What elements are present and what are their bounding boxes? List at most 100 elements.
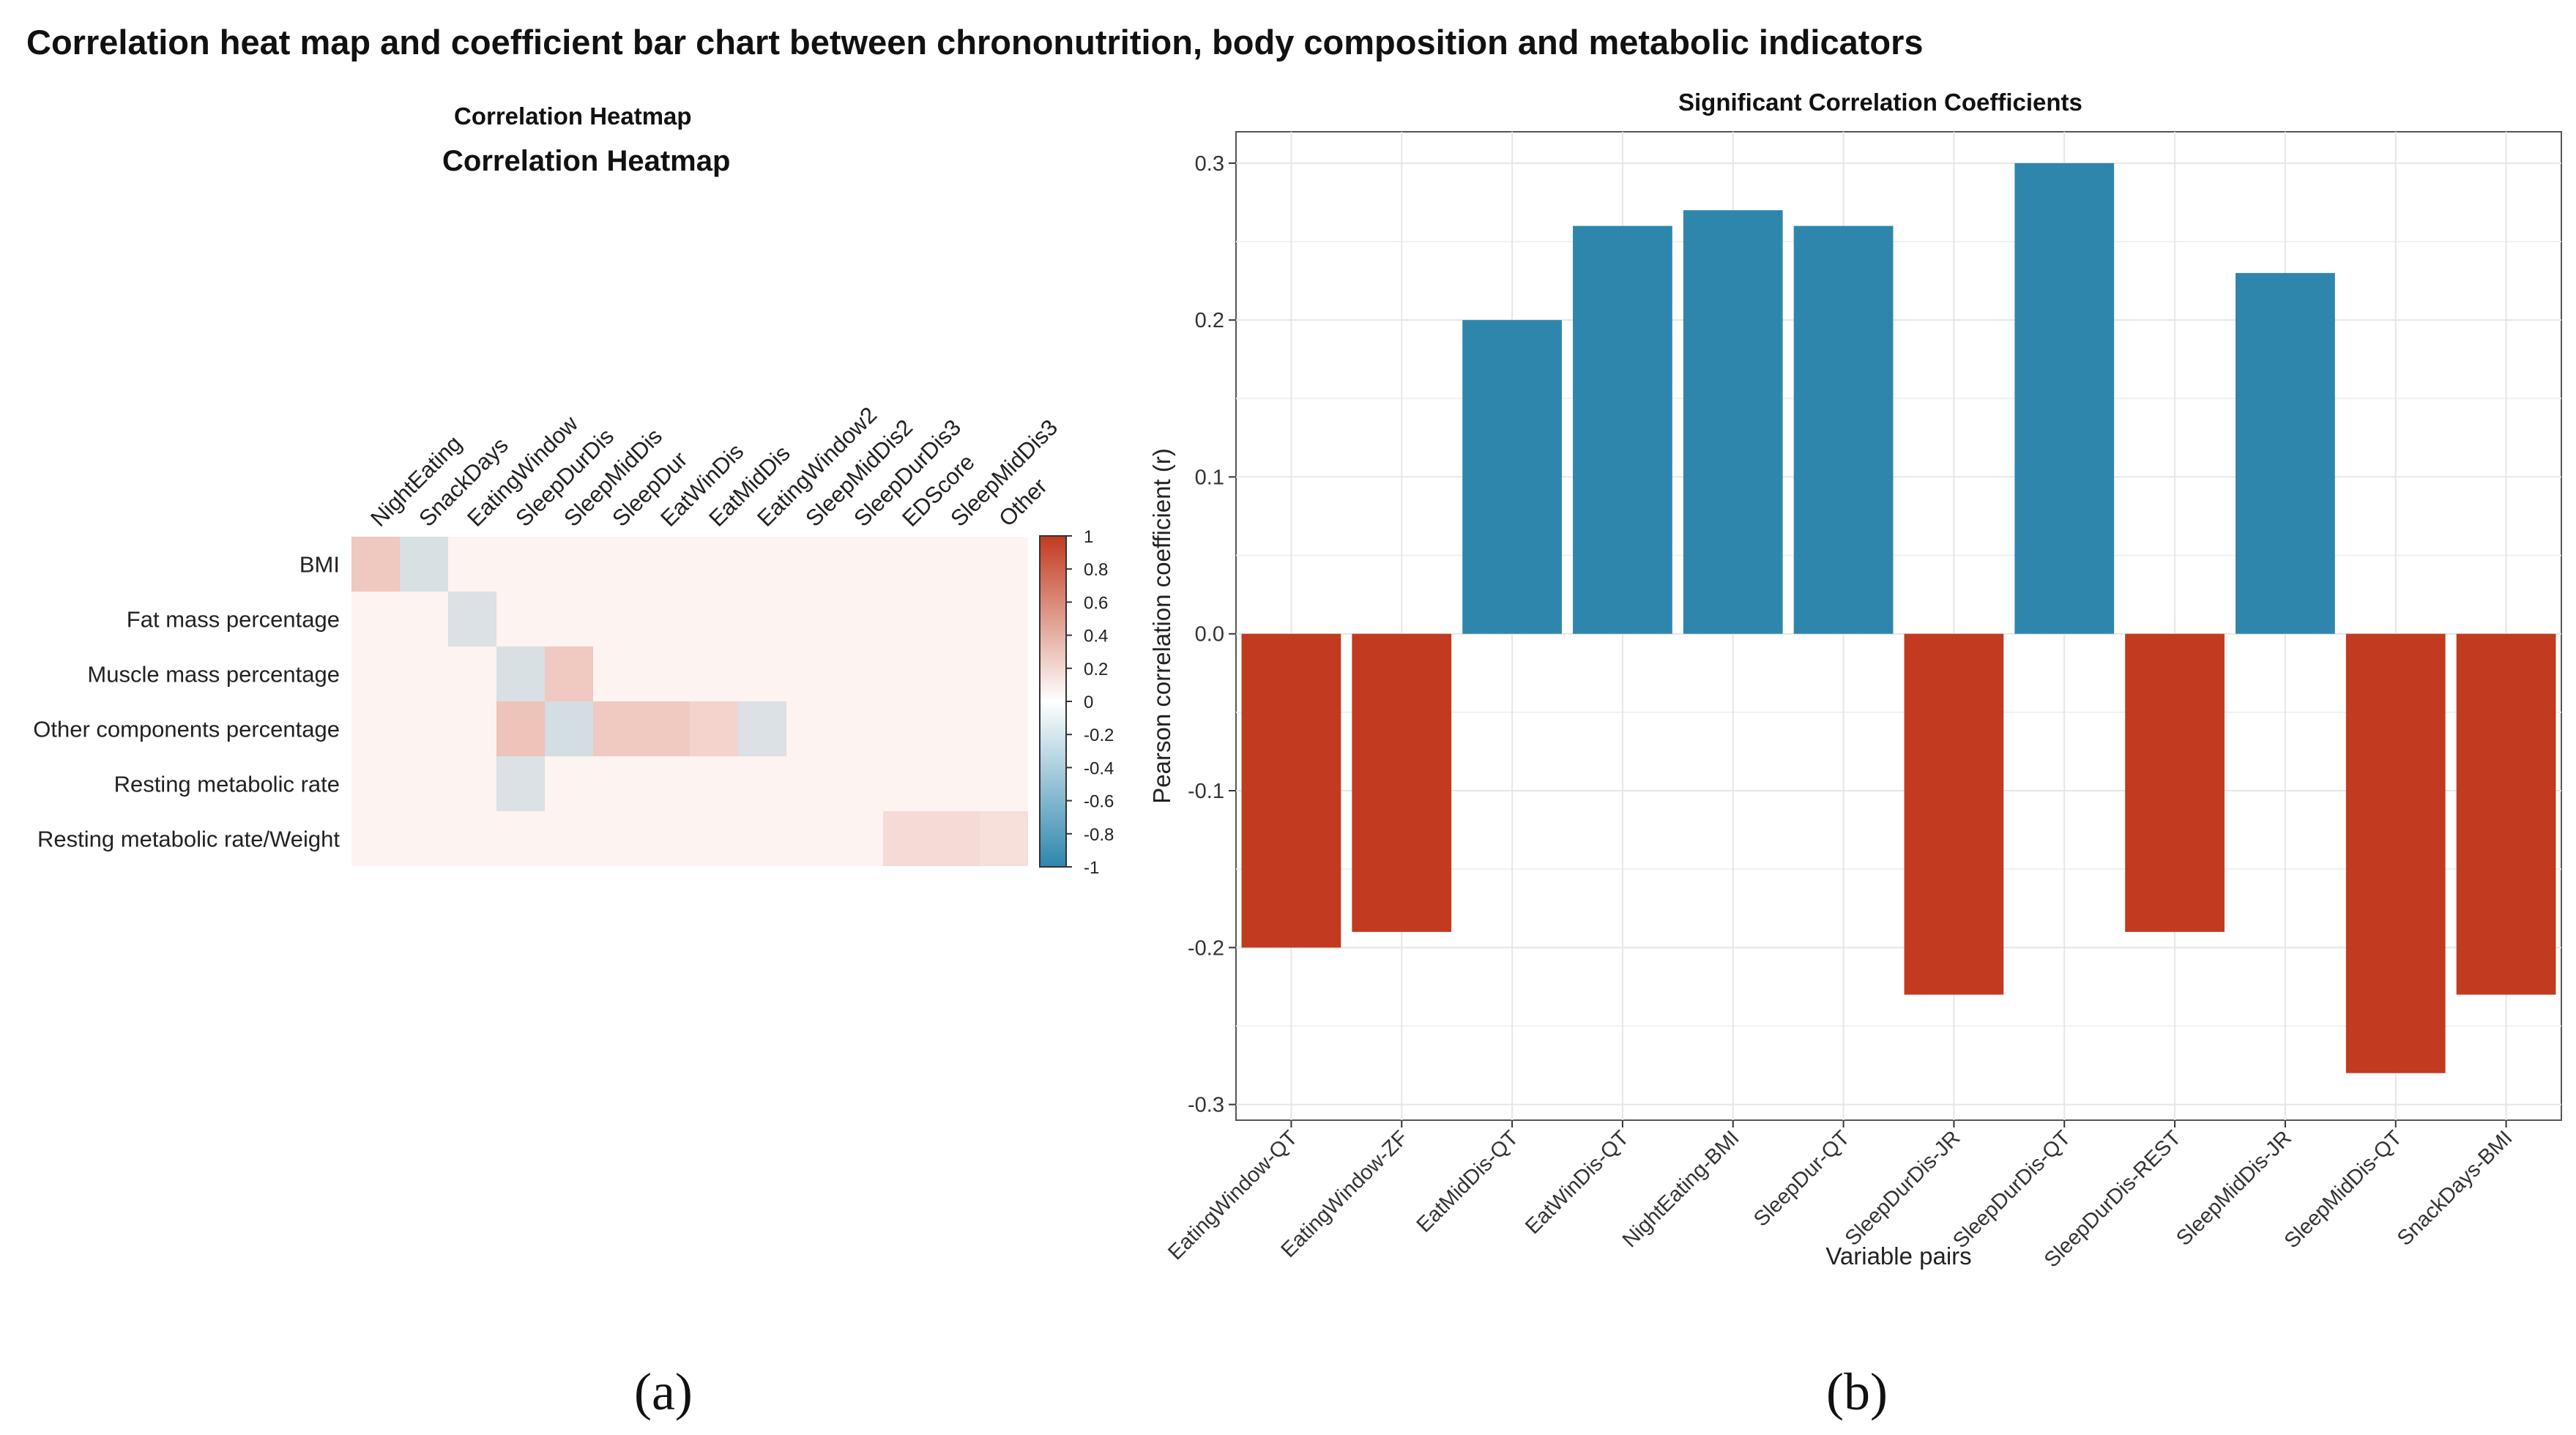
heatmap-cell-resting-metabolic-rate-weight-eatwindis	[641, 811, 690, 866]
heatmap-cell-other-components-percentage-eatmiddis	[690, 701, 738, 756]
heatmap-cell-resting-metabolic-rate-weight-edscore	[883, 811, 931, 866]
bar-sleepmiddis-qt	[2345, 633, 2446, 1073]
colorbar-tick-label: 1	[1084, 527, 1093, 547]
heatmap-cell-resting-metabolic-rate-weight-snackdays	[400, 811, 448, 866]
heatmap-cell-resting-metabolic-rate-sleepmiddis	[545, 756, 593, 811]
heatmap-cell-resting-metabolic-rate-weight-sleepmiddis3	[931, 811, 980, 866]
heatmap: BMI Fat mass percentage Muscle mass percen…	[33, 402, 1114, 878]
x-tick-label: SleepDurDis-QT	[1948, 1126, 2075, 1253]
y-tick-label: -0.3	[1188, 1094, 1224, 1117]
heatmap-cell-fat-mass-percentage-eatmiddis	[690, 592, 738, 646]
heatmap-cell-resting-metabolic-rate-sleepmiddis2	[786, 756, 835, 811]
colorbar-tick-label: 0	[1084, 693, 1093, 712]
y-axis-title: Pearson correlation coefficient (r)	[1148, 448, 1175, 803]
heatmap-subtitle: Correlation Heatmap	[442, 145, 731, 177]
x-tick-label: SnackDays-BMI	[2393, 1126, 2517, 1250]
bar-sleepdurdis-jr	[1904, 633, 2004, 995]
heatmap-cell-muscle-mass-percentage-eatingwindow	[448, 646, 496, 701]
x-tick-label: EatMidDis-QT	[1412, 1126, 1524, 1237]
heatmap-cell-muscle-mass-percentage-eatingwindow2	[738, 646, 786, 701]
heatmap-cell-resting-metabolic-rate-sleepdurdis3	[835, 756, 883, 811]
heatmap-cell-other-components-percentage-sleepmiddis2	[786, 701, 835, 756]
heatmap-cell-muscle-mass-percentage-sleepmiddis3	[931, 646, 980, 701]
heatmap-cell-resting-metabolic-rate-weight-sleepdurdis	[496, 811, 545, 866]
heatmap-cell-fat-mass-percentage-nighteating	[351, 592, 400, 646]
heatmap-cell-other-components-percentage-snackdays	[400, 701, 448, 756]
heatmap-cell-fat-mass-percentage-eatwindis	[641, 592, 690, 646]
heatmap-cell-bmi-edscore	[883, 537, 931, 592]
bar-eatingwindow-zf	[1352, 633, 1452, 932]
x-axis-title: Variable pairs	[1825, 1242, 1971, 1270]
heatmap-cell-resting-metabolic-rate-eatingwindow	[448, 756, 496, 811]
bar-eatmiddis-qt	[1462, 320, 1562, 634]
heatmap-cell-fat-mass-percentage-sleepmiddis	[545, 592, 593, 646]
heatmap-row-label: Muscle mass percentage	[87, 662, 340, 687]
heatmap-cell-muscle-mass-percentage-sleepdurdis3	[835, 646, 883, 701]
heatmap-cell-fat-mass-percentage-eatingwindow2	[738, 592, 786, 646]
heatmap-cell-resting-metabolic-rate-weight-sleepdur	[593, 811, 641, 866]
bar-sleepdur-qt	[1793, 225, 1894, 634]
heatmap-cell-other-components-percentage-other	[980, 701, 1028, 756]
x-tick-label: EatWinDis-QT	[1521, 1126, 1634, 1239]
y-tick-label: 0.2	[1195, 309, 1224, 332]
heatmap-cell-fat-mass-percentage-sleepmiddis2	[786, 592, 835, 646]
panel-a-label: (a)	[634, 1363, 693, 1421]
colorbar-tick-label: 0.4	[1084, 627, 1108, 646]
heatmap-cell-bmi-eatingwindow2	[738, 537, 786, 592]
heatmap-cell-fat-mass-percentage-sleepdur	[593, 592, 641, 646]
heatmap-cell-bmi-eatingwindow	[448, 537, 496, 592]
heatmap-cell-other-components-percentage-edscore	[883, 701, 931, 756]
y-tick-label: -0.2	[1188, 936, 1224, 960]
heatmap-cell-bmi-nighteating	[351, 537, 400, 592]
heatmap-cell-bmi-sleepmiddis2	[786, 537, 835, 592]
heatmap-cell-muscle-mass-percentage-eatwindis	[641, 646, 690, 701]
colorbar-tick-label: -0.8	[1084, 825, 1114, 845]
heatmap-row-label: Other components percentage	[33, 717, 340, 742]
x-tick-label: SleepMidDis-JR	[2172, 1126, 2296, 1250]
heatmap-cell-fat-mass-percentage-snackdays	[400, 592, 448, 646]
colorbar-tick-label: 0.2	[1084, 660, 1108, 679]
heatmap-cell-resting-metabolic-rate-sleepdur	[593, 756, 641, 811]
heatmap-cell-fat-mass-percentage-sleepdurdis3	[835, 592, 883, 646]
colorbar-tick-label: 0.6	[1084, 593, 1108, 613]
heatmap-cell-resting-metabolic-rate-nighteating	[351, 756, 400, 811]
heatmap-colorbar	[1039, 535, 1067, 868]
heatmap-cell-resting-metabolic-rate-eatingwindow2	[738, 756, 786, 811]
bar-snackdays-bmi	[2456, 633, 2556, 995]
heatmap-cell-bmi-sleepdurdis3	[835, 537, 883, 592]
bar-nighteating-bmi	[1683, 210, 1783, 634]
y-tick-label: -0.1	[1188, 780, 1224, 803]
heatmap-cell-bmi-other	[980, 537, 1028, 592]
heatmap-cell-bmi-eatwindis	[641, 537, 690, 592]
heatmap-cell-resting-metabolic-rate-weight-eatingwindow	[448, 811, 496, 866]
heatmap-cell-muscle-mass-percentage-sleepmiddis2	[786, 646, 835, 701]
bar-eatingwindow-qt	[1241, 633, 1341, 948]
heatmap-cell-muscle-mass-percentage-nighteating	[351, 646, 400, 701]
heatmap-row-label: Fat mass percentage	[127, 607, 340, 633]
heatmap-cell-resting-metabolic-rate-snackdays	[400, 756, 448, 811]
bar-eatwindis-qt	[1573, 225, 1672, 634]
heatmap-cell-muscle-mass-percentage-edscore	[883, 646, 931, 701]
heatmap-cell-fat-mass-percentage-sleepmiddis3	[931, 592, 980, 646]
heatmap-cell-resting-metabolic-rate-other	[980, 756, 1028, 811]
heatmap-cell-muscle-mass-percentage-sleepdurdis	[496, 646, 545, 701]
heatmap-row-label: Resting metabolic rate/Weight	[37, 827, 340, 852]
colorbar-tick-label: 0.8	[1084, 560, 1108, 580]
x-tick-label: SleepDur-QT	[1749, 1126, 1855, 1231]
heatmap-cell-fat-mass-percentage-other	[980, 592, 1028, 646]
heatmap-row-label: Resting metabolic rate	[114, 772, 340, 797]
figure-title: Correlation heat map and coefficient bar…	[26, 23, 1924, 61]
heatmap-row-label: BMI	[299, 552, 340, 578]
heatmap-cell-resting-metabolic-rate-eatmiddis	[690, 756, 738, 811]
x-tick-label: SleepDurDis-JR	[1841, 1126, 1965, 1250]
bar-sleepdurdis-rest	[2125, 633, 2225, 932]
heatmap-cell-resting-metabolic-rate-weight-sleepmiddis	[545, 811, 593, 866]
heatmap-cell-resting-metabolic-rate-eatwindis	[641, 756, 690, 811]
heatmap-cell-resting-metabolic-rate-sleepmiddis3	[931, 756, 980, 811]
heatmap-cell-fat-mass-percentage-edscore	[883, 592, 931, 646]
bar-chart-title: Significant Correlation Coefficients	[1678, 89, 2082, 116]
heatmap-cell-muscle-mass-percentage-other	[980, 646, 1028, 701]
heatmap-cell-resting-metabolic-rate-weight-sleepdurdis3	[835, 811, 883, 866]
y-tick-label: 0.3	[1195, 152, 1224, 176]
